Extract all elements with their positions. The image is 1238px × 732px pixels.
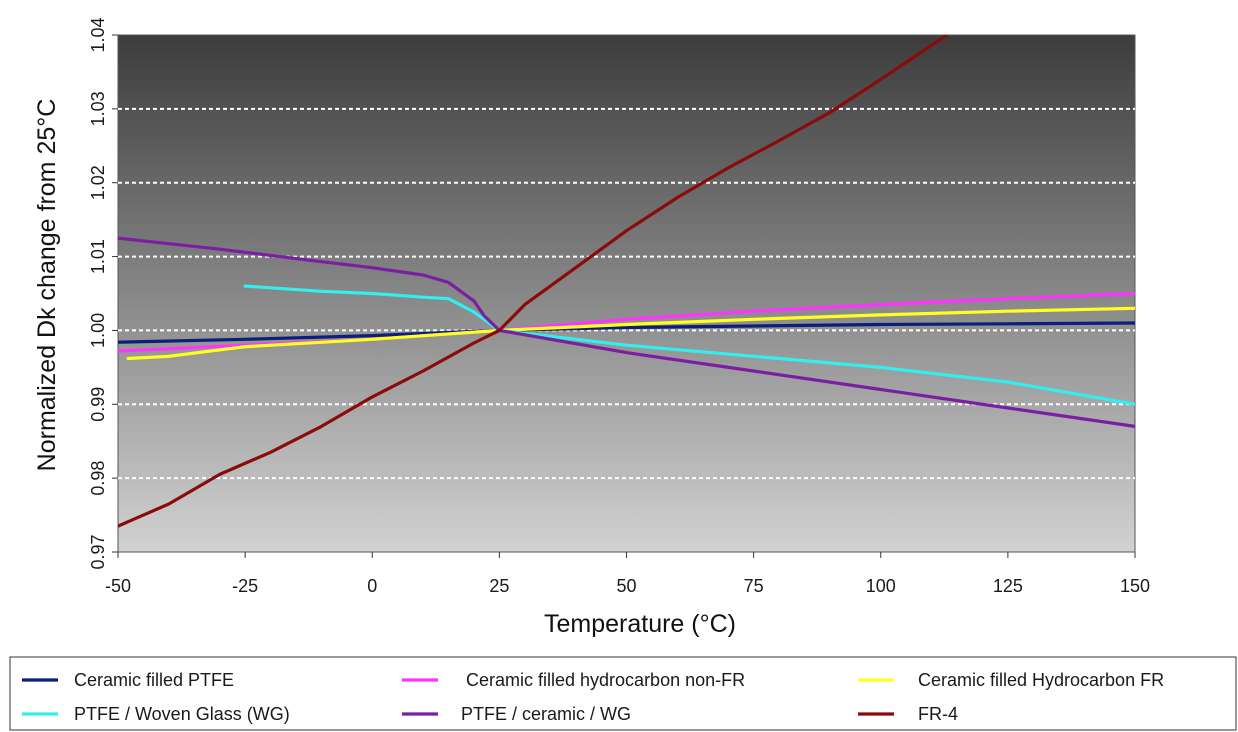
y-tick-label: 0.98 bbox=[88, 461, 108, 496]
y-tick-label: 1.02 bbox=[88, 165, 108, 200]
y-axis-title-text: Normalized Dk change from 25 bbox=[33, 127, 61, 472]
legend-label: Ceramic filled PTFE bbox=[74, 670, 234, 690]
x-axis-title-unit: °C) bbox=[700, 610, 736, 638]
x-tick-label: 100 bbox=[866, 576, 896, 596]
y-tick-labels: 0.97 0.98 0.99 1.00 1.01 1.02 1.03 1.04 bbox=[88, 17, 118, 570]
x-axis-title: Temperature (°C) bbox=[544, 610, 736, 638]
series-line bbox=[118, 321, 1135, 344]
x-tick-label: 75 bbox=[744, 576, 764, 596]
legend-label: FR-4 bbox=[918, 704, 958, 724]
legend-box bbox=[9, 656, 1237, 731]
y-axis-title: Normalized Dk change from 25°C bbox=[33, 99, 61, 472]
x-tick-label: 50 bbox=[616, 576, 636, 596]
legend-label: PTFE / Woven Glass (WG) bbox=[74, 704, 290, 724]
y-axis-title-unit: °C bbox=[33, 99, 61, 127]
x-tick-label: 125 bbox=[993, 576, 1023, 596]
y-tick-label: 1.03 bbox=[88, 91, 108, 126]
series-layer bbox=[118, 35, 1135, 528]
x-tick-label: -25 bbox=[232, 576, 258, 596]
y-tick-label: 0.99 bbox=[88, 387, 108, 422]
y-tick-label: 1.04 bbox=[88, 17, 108, 52]
legend: Ceramic filled PTFE Ceramic filled hydroc… bbox=[22, 670, 1164, 724]
legend-label: Ceramic filled hydrocarbon non-FR bbox=[466, 670, 745, 690]
y-tick-label: 1.00 bbox=[88, 313, 108, 348]
series-line bbox=[126, 306, 1135, 361]
plot-area bbox=[117, 34, 1136, 553]
x-tick-label: 150 bbox=[1120, 576, 1150, 596]
x-tick-label: 0 bbox=[367, 576, 377, 596]
series-line bbox=[243, 284, 1135, 406]
x-tick-label: 25 bbox=[489, 576, 509, 596]
x-tick-label: -50 bbox=[105, 576, 131, 596]
legend-label: PTFE / ceramic / WG bbox=[461, 704, 631, 724]
series-line bbox=[118, 35, 949, 528]
x-tick-labels: -50 -25 0 25 50 75 100 125 150 bbox=[105, 552, 1150, 596]
legend-label: Ceramic filled Hydrocarbon FR bbox=[918, 670, 1164, 690]
x-axis-title-text: Temperature ( bbox=[544, 610, 700, 638]
series-line bbox=[118, 236, 1135, 428]
y-tick-label: 0.97 bbox=[88, 534, 108, 569]
y-tick-label: 1.01 bbox=[88, 239, 108, 274]
